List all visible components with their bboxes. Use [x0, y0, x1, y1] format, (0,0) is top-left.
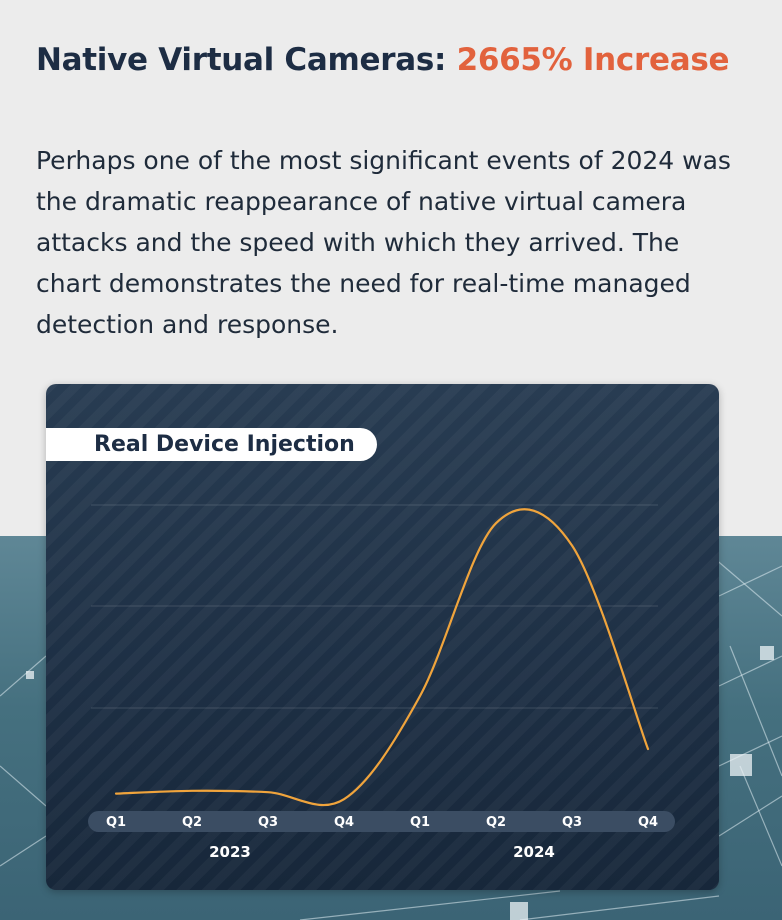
- x-axis-band: [88, 811, 675, 832]
- x-tick-label: Q3: [258, 815, 278, 830]
- headline-highlight: 2665% Increase: [456, 42, 730, 78]
- x-group-label: 2024: [513, 843, 555, 861]
- headline-prefix: Native Virtual Cameras:: [36, 42, 457, 78]
- x-tick-label: Q1: [410, 815, 430, 830]
- network-lines-graphic: [0, 545, 782, 920]
- x-tick-label: Q2: [486, 815, 506, 830]
- x-tick-label: Q1: [106, 815, 126, 830]
- page-headline: Native Virtual Cameras: 2665% Increase: [36, 42, 730, 78]
- body-paragraph: Perhaps one of the most significant even…: [36, 146, 731, 339]
- x-tick-label: Q4: [638, 815, 658, 830]
- x-tick-label: Q3: [562, 815, 582, 830]
- x-tick-label: Q4: [334, 815, 354, 830]
- series-line: [114, 508, 650, 807]
- x-tick-label: Q2: [182, 815, 202, 830]
- line-chart: Q1 Q2 Q3 Q4 Q1 Q2 Q3 Q4 2023 2024: [88, 504, 675, 861]
- chart-card: Q1 Q2 Q3 Q4 Q1 Q2 Q3 Q4 2023 2024 Real Device Inj…: [46, 384, 719, 890]
- x-group-label: 2023: [209, 843, 251, 861]
- chart-title: Real Device Injection: [46, 428, 377, 461]
